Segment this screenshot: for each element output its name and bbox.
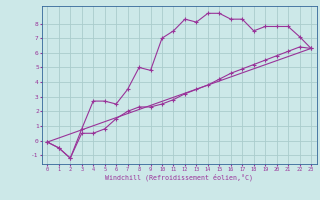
X-axis label: Windchill (Refroidissement éolien,°C): Windchill (Refroidissement éolien,°C): [105, 174, 253, 181]
